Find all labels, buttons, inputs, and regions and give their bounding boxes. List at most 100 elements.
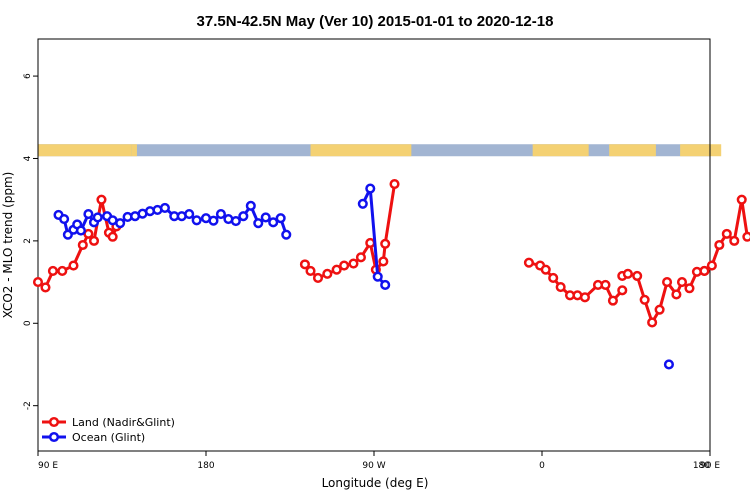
legend-marker [48, 431, 60, 443]
data-point [523, 257, 534, 268]
data-point [372, 271, 383, 282]
data-point [662, 277, 673, 288]
y-axis-label: XCO2 - MLO trend (ppm) [1, 172, 15, 319]
x-tick-label: 180 [693, 461, 710, 471]
data-point [540, 264, 551, 275]
data-point [331, 264, 342, 275]
data-point [59, 213, 70, 225]
data-point [32, 277, 44, 288]
data-point [47, 265, 58, 277]
data-point [389, 178, 400, 190]
data-point [617, 285, 628, 296]
data-point [699, 265, 710, 277]
land-strip [38, 144, 722, 157]
series-line [361, 187, 387, 286]
data-point [622, 268, 633, 279]
data-point [632, 270, 643, 281]
data-point [729, 235, 740, 246]
data-point [268, 217, 279, 228]
data-point [663, 359, 674, 370]
legend-label: Ocean (Glint) [72, 431, 145, 444]
legend: Land (Nadir&Glint) Ocean (Glint) [42, 416, 175, 444]
data-point [260, 212, 271, 223]
y-tick-label: -2 [23, 401, 33, 410]
data-point [676, 277, 688, 288]
data-point [548, 272, 559, 284]
data-point [348, 258, 359, 269]
y-tick-label: 4 [23, 155, 33, 161]
data-point [706, 260, 717, 271]
data-point [208, 215, 219, 226]
data-point [305, 265, 316, 277]
legend-marker [48, 416, 60, 428]
data-point [88, 235, 100, 246]
data-point [184, 209, 195, 220]
data-point [600, 279, 611, 291]
data-point [312, 272, 324, 284]
x-tick-label: 90 E [38, 461, 58, 471]
data-point [555, 281, 566, 293]
data-point [647, 317, 658, 328]
data-point [684, 283, 695, 294]
data-point [77, 239, 88, 251]
data-point [579, 292, 590, 303]
data-point [230, 216, 241, 227]
land-strip-segment [680, 144, 722, 157]
data-point [355, 252, 366, 263]
data-point [671, 289, 682, 300]
data-point [380, 279, 391, 291]
chart-title: 37.5N-42.5N May (Ver 10) 2015-01-01 to 2… [197, 13, 554, 30]
data-point [107, 231, 118, 242]
land-strip-segment [131, 144, 137, 157]
data-point [238, 211, 249, 222]
y-tick-label: 2 [23, 238, 33, 244]
land-strip-segment [532, 144, 589, 157]
x-tick-label: 180 [197, 461, 214, 471]
data-point [68, 260, 79, 271]
y-tick-label: 6 [23, 73, 33, 79]
data-point [281, 229, 292, 240]
data-point [191, 215, 202, 226]
data-point [357, 198, 368, 209]
land-strip-segment [310, 144, 412, 157]
data-point [245, 200, 256, 211]
series-ocean [53, 183, 674, 370]
data-point [96, 194, 107, 205]
data-point [83, 209, 94, 220]
data-point [215, 209, 226, 220]
data-point [92, 212, 103, 223]
data-point [115, 218, 126, 229]
land-strip-segment [38, 144, 132, 157]
y-tick-label: 0 [23, 320, 33, 326]
x-tick-label: 90 W [362, 461, 385, 471]
data-point [654, 304, 665, 315]
series-layer [32, 178, 750, 370]
data-point [75, 225, 86, 236]
data-point [721, 228, 732, 239]
data-point [380, 238, 391, 249]
data-point [299, 259, 310, 270]
data-point [365, 237, 376, 248]
land-strip-segment [609, 144, 656, 157]
data-point [736, 194, 747, 205]
data-point [322, 268, 333, 279]
data-point [159, 202, 170, 213]
x-tick-label: 90 E [700, 461, 720, 471]
data-point [714, 239, 725, 251]
x-tick-label: 0 [539, 461, 545, 471]
x-axis-label: Longitude (deg E) [322, 476, 429, 490]
data-point [639, 294, 650, 305]
data-point [275, 213, 286, 224]
series-land [32, 178, 750, 328]
data-point [40, 282, 51, 293]
y-axis: -2 0 2 4 6 [23, 73, 38, 410]
data-point [607, 295, 618, 306]
data-point [339, 260, 350, 271]
data-point [253, 218, 264, 229]
data-point [365, 183, 376, 194]
data-point [742, 231, 750, 242]
legend-label: Land (Nadir&Glint) [72, 416, 175, 429]
data-point [57, 265, 68, 277]
